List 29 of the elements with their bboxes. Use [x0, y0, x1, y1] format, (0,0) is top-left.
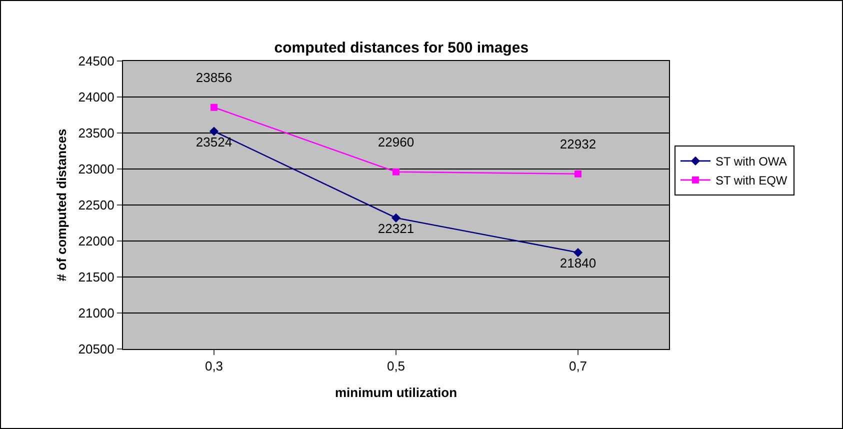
point: [392, 168, 400, 176]
y-tick-label: 21000: [78, 306, 114, 321]
data-label: 22932: [560, 136, 596, 152]
data-label: 21840: [560, 256, 596, 271]
x-tick-label: 0,3: [204, 358, 224, 374]
point: [210, 104, 218, 111]
data-label: 22960: [378, 134, 414, 150]
legend-label: ST with EQW: [715, 174, 788, 188]
point: [573, 248, 583, 258]
y-axis-title: # of computed distances: [54, 128, 70, 282]
y-tick-label: 20500: [78, 342, 114, 357]
data-label: 23856: [196, 70, 232, 85]
x-axis-title: minimum utilization: [334, 385, 458, 400]
x-tick-label: 0,5: [386, 358, 406, 374]
y-tick-label: 21500: [78, 270, 114, 285]
y-tick-label: 24500: [78, 54, 114, 69]
point: [209, 126, 219, 136]
point: [391, 213, 401, 222]
data-label: 22321: [378, 221, 414, 236]
x-tick-label: 0,7: [568, 358, 588, 374]
y-tick-label: 22000: [78, 234, 114, 249]
legend-label: ST with OWA: [715, 154, 787, 169]
point: [574, 170, 582, 178]
y-tick-label: 24000: [78, 90, 114, 105]
chart-title: computed distances for 500 images: [274, 39, 529, 56]
y-tick-label: 23000: [78, 162, 114, 177]
data-label: 23524: [196, 134, 232, 150]
y-tick-label: 23500: [78, 126, 114, 141]
y-tick-label: 22500: [78, 198, 114, 213]
